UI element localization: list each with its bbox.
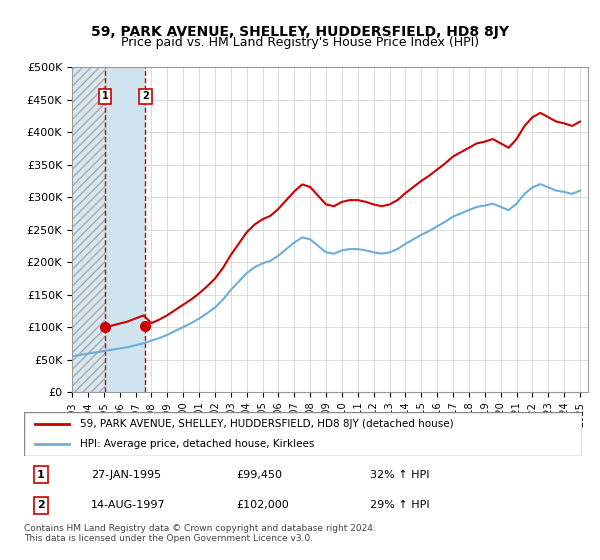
Text: 59, PARK AVENUE, SHELLEY, HUDDERSFIELD, HD8 8JY (detached house): 59, PARK AVENUE, SHELLEY, HUDDERSFIELD, … — [80, 419, 454, 429]
Text: 2: 2 — [142, 91, 149, 101]
Text: £102,000: £102,000 — [236, 501, 289, 510]
Text: 59, PARK AVENUE, SHELLEY, HUDDERSFIELD, HD8 8JY: 59, PARK AVENUE, SHELLEY, HUDDERSFIELD, … — [91, 25, 509, 39]
Text: £99,450: £99,450 — [236, 470, 282, 479]
Text: 29% ↑ HPI: 29% ↑ HPI — [370, 501, 430, 510]
Text: HPI: Average price, detached house, Kirklees: HPI: Average price, detached house, Kirk… — [80, 439, 314, 449]
Text: 2: 2 — [37, 501, 44, 510]
Bar — [105, 67, 145, 392]
Text: 1: 1 — [37, 470, 44, 479]
Text: 27-JAN-1995: 27-JAN-1995 — [91, 470, 161, 479]
Text: 1: 1 — [101, 91, 108, 101]
Bar — [72, 67, 105, 392]
Text: 32% ↑ HPI: 32% ↑ HPI — [370, 470, 430, 479]
FancyBboxPatch shape — [24, 412, 582, 456]
Text: Contains HM Land Registry data © Crown copyright and database right 2024.
This d: Contains HM Land Registry data © Crown c… — [24, 524, 376, 543]
Text: 14-AUG-1997: 14-AUG-1997 — [91, 501, 166, 510]
Text: Price paid vs. HM Land Registry's House Price Index (HPI): Price paid vs. HM Land Registry's House … — [121, 36, 479, 49]
